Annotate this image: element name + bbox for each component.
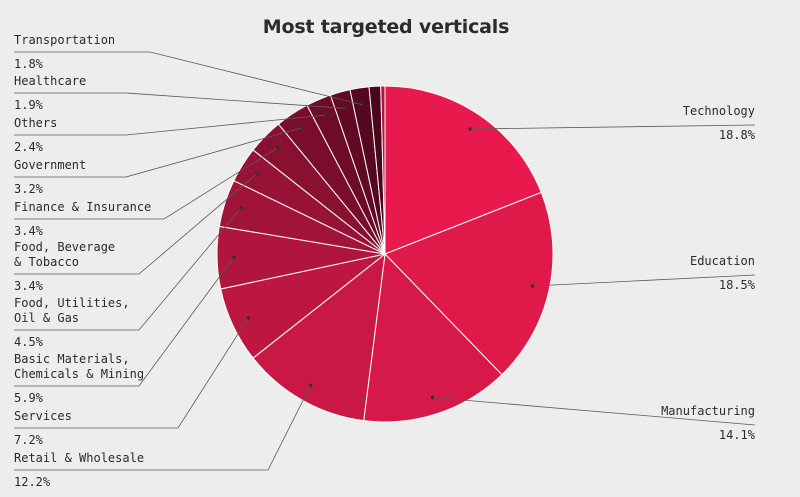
slice-value-food-beverage-tobacco: 3.4% [14, 279, 44, 293]
leader-line-others [14, 114, 326, 136]
slice-value-technology: 18.8% [719, 128, 756, 142]
slice-label-education: Education [690, 254, 755, 268]
leader-line-food-beverage-tobacco [14, 173, 258, 275]
slice-value-basic-materials-chemicals-mining: 5.9% [14, 391, 44, 405]
slice-label-transportation: Transportation [14, 33, 115, 47]
pie-slice-technology [384, 85, 542, 255]
leader-line-retail-wholesale [14, 385, 311, 471]
slice-label-food-utilities-oil-gas: Food, Utilities, Oil & Gas [14, 296, 130, 325]
slice-labels: Technology 18.8% Education 18.5% Manufacturi… [14, 33, 756, 489]
pie-slice-retail-wholesale [252, 252, 386, 422]
leader-line-basic-materials-chemicals-mining [14, 257, 235, 387]
slice-value-others: 2.4% [14, 140, 44, 154]
slice-label-others: Others [14, 116, 57, 130]
slice-label-technology: Technology [683, 104, 755, 118]
leader-dot-government [299, 126, 304, 130]
slice-label-government: Government [14, 158, 86, 172]
slice-value-retail-wholesale: 12.2% [14, 475, 51, 489]
leader-line-services [14, 317, 249, 429]
slice-label-food-beverage-tobacco: Food, Beverage & Tobacco [14, 240, 115, 269]
leader-line-healthcare [14, 92, 345, 109]
leader-lines [14, 51, 756, 471]
slice-label-manufacturing: Manufacturing [661, 404, 755, 418]
pie-slices [216, 85, 554, 423]
leader-dot-others [323, 113, 327, 117]
slice-label-finance-insurance: Finance & Insurance [14, 200, 151, 214]
leader-line-manufacturing [432, 397, 756, 426]
chart-title: Most targeted verticals [262, 16, 510, 38]
leader-line-government [14, 127, 302, 178]
pie-slice-unlabeled-14 [380, 85, 386, 255]
slice-label-retail-wholesale: Retail & Wholesale [14, 451, 144, 465]
leader-line-finance-insurance [14, 147, 278, 220]
slice-value-services: 7.2% [14, 433, 44, 447]
leader-dot-healthcare [342, 106, 347, 111]
leader-line-technology [470, 124, 756, 130]
slice-label-healthcare: Healthcare [14, 74, 86, 88]
leader-line-transportation [14, 51, 363, 105]
slice-value-manufacturing: 14.1% [719, 428, 756, 442]
slice-value-transportation: 1.8% [14, 57, 44, 71]
leader-line-food-utilities-oil-gas [14, 207, 242, 331]
slice-value-food-utilities-oil-gas: 4.5% [14, 335, 44, 349]
slice-label-basic-materials-chemicals-mining: Basic Materials, Chemicals & Mining [14, 352, 144, 381]
slice-value-healthcare: 1.9% [14, 98, 44, 112]
slice-value-government: 3.2% [14, 182, 44, 196]
slice-value-education: 18.5% [719, 278, 756, 292]
pie-slice-education [384, 191, 554, 376]
slice-label-services: Services [14, 409, 72, 423]
pie-slice-manufacturing [363, 252, 503, 423]
slice-value-finance-insurance: 3.4% [14, 224, 44, 238]
leader-line-education [532, 274, 756, 287]
